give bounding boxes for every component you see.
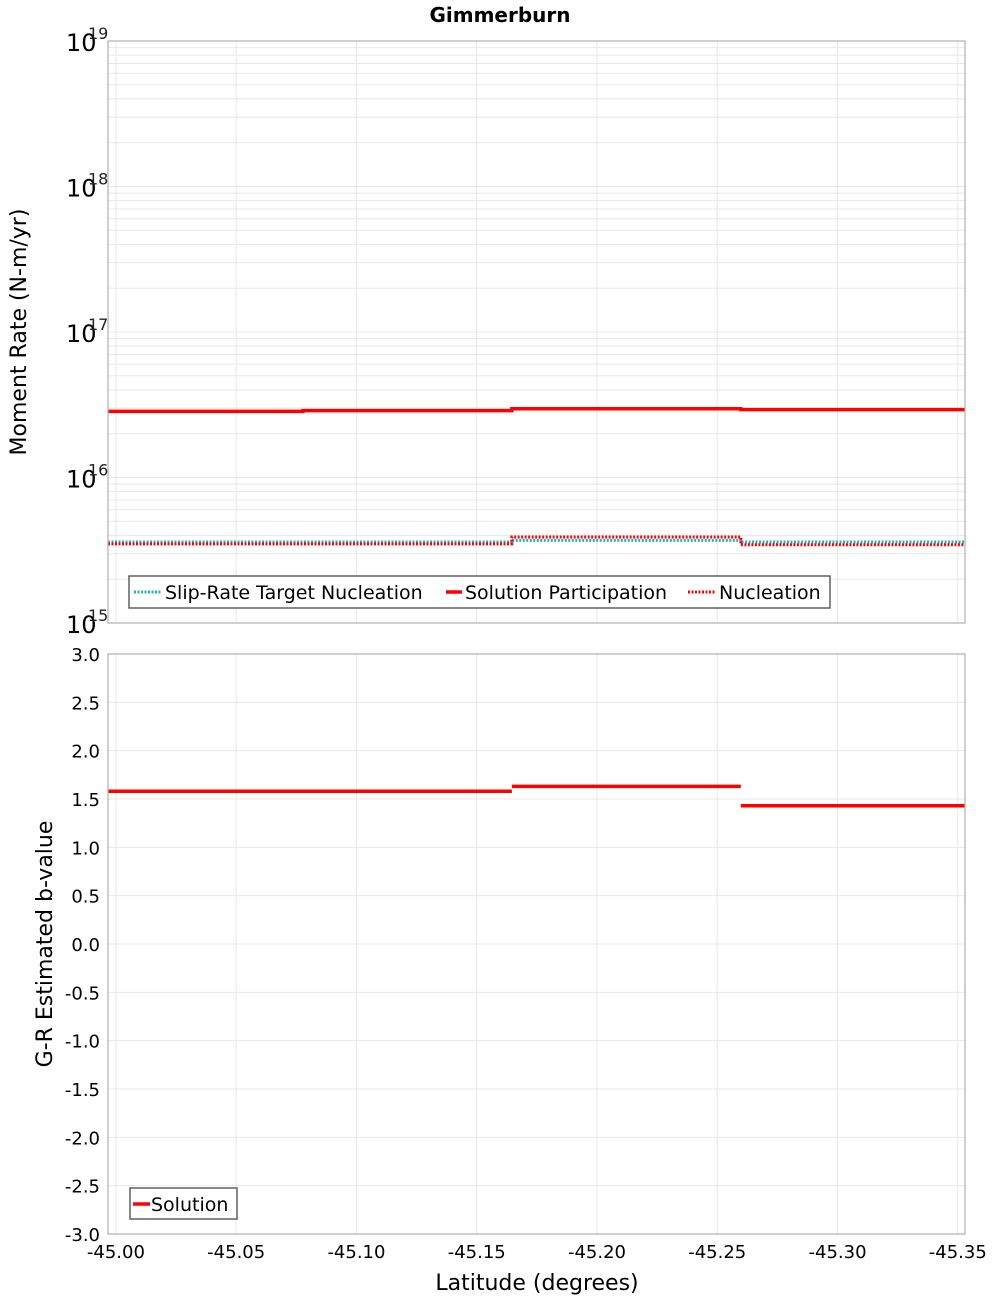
y-tick-label: 3.0 [71, 645, 100, 666]
y-tick-label: -0.5 [65, 983, 100, 1004]
legend-label-solution-participation: Solution Participation [465, 582, 667, 604]
b-value-panel: 3.0 2.5 2.0 1.5 1.0 0.5 0.0 -0.5 -1.0 -1.5 -2.0 -2.… [33, 645, 987, 1296]
y-tick-label: -2.0 [65, 1128, 100, 1149]
y-tick-exponent: 15 [88, 606, 108, 625]
chart-title: Gimmerburn [429, 3, 570, 27]
x-tick-label: -45.05 [207, 1242, 265, 1263]
x-tick-label: -45.25 [688, 1242, 746, 1263]
chart-figure: Gimmerburn 10191018101710161015 Moment R… [0, 0, 1000, 1300]
y-tick-exponent: 19 [88, 24, 108, 43]
y-tick-label: 0.5 [71, 887, 100, 908]
y-tick-exponent: 18 [88, 170, 108, 189]
y-tick-label: 1.0 [71, 838, 100, 859]
latitude-x-ticks: -45.00 -45.05 -45.10 -45.15 -45.20 -45.25 -45.… [87, 1242, 987, 1263]
y-tick-label: -2.5 [65, 1177, 100, 1198]
moment-rate-panel: 10191018101710161015 Moment Rate (N-m/yr… [7, 24, 965, 639]
x-tick-label: -45.30 [809, 1242, 867, 1263]
moment-rate-y-ticks: 10191018101710161015 [66, 24, 108, 639]
moment-rate-y-axis-label: Moment Rate (N-m/yr) [7, 209, 32, 456]
b-value-grid [108, 654, 965, 1234]
y-tick-label: 2.5 [71, 693, 100, 714]
y-tick-label: 0.0 [71, 935, 100, 956]
x-tick-label: -45.15 [448, 1242, 506, 1263]
b-value-y-axis-label: G-R Estimated b-value [33, 821, 58, 1068]
y-tick-exponent: 17 [88, 315, 108, 334]
legend-label-nucleation: Nucleation [719, 582, 821, 604]
legend-label-slip-rate-target: Slip-Rate Target Nucleation [165, 582, 423, 604]
y-tick-label: -1.0 [65, 1032, 100, 1053]
y-tick-label: 1.5 [71, 790, 100, 811]
legend-label-solution: Solution [151, 1194, 228, 1216]
y-tick-label: 2.0 [71, 742, 100, 763]
x-tick-label: -45.20 [568, 1242, 626, 1263]
y-tick-exponent: 16 [88, 461, 108, 480]
b-value-legend: Solution [130, 1188, 237, 1219]
y-tick-label: -1.5 [65, 1080, 100, 1101]
x-tick-label: -45.00 [87, 1242, 145, 1263]
moment-rate-legend: Slip-Rate Target Nucleation Solution Par… [129, 576, 830, 608]
x-tick-label: -45.10 [327, 1242, 385, 1263]
x-tick-label: -45.35 [929, 1242, 987, 1263]
latitude-x-axis-label: Latitude (degrees) [435, 1271, 638, 1296]
b-value-y-ticks: 3.0 2.5 2.0 1.5 1.0 0.5 0.0 -0.5 -1.0 -1.5 -2.0 -2.… [65, 645, 100, 1246]
